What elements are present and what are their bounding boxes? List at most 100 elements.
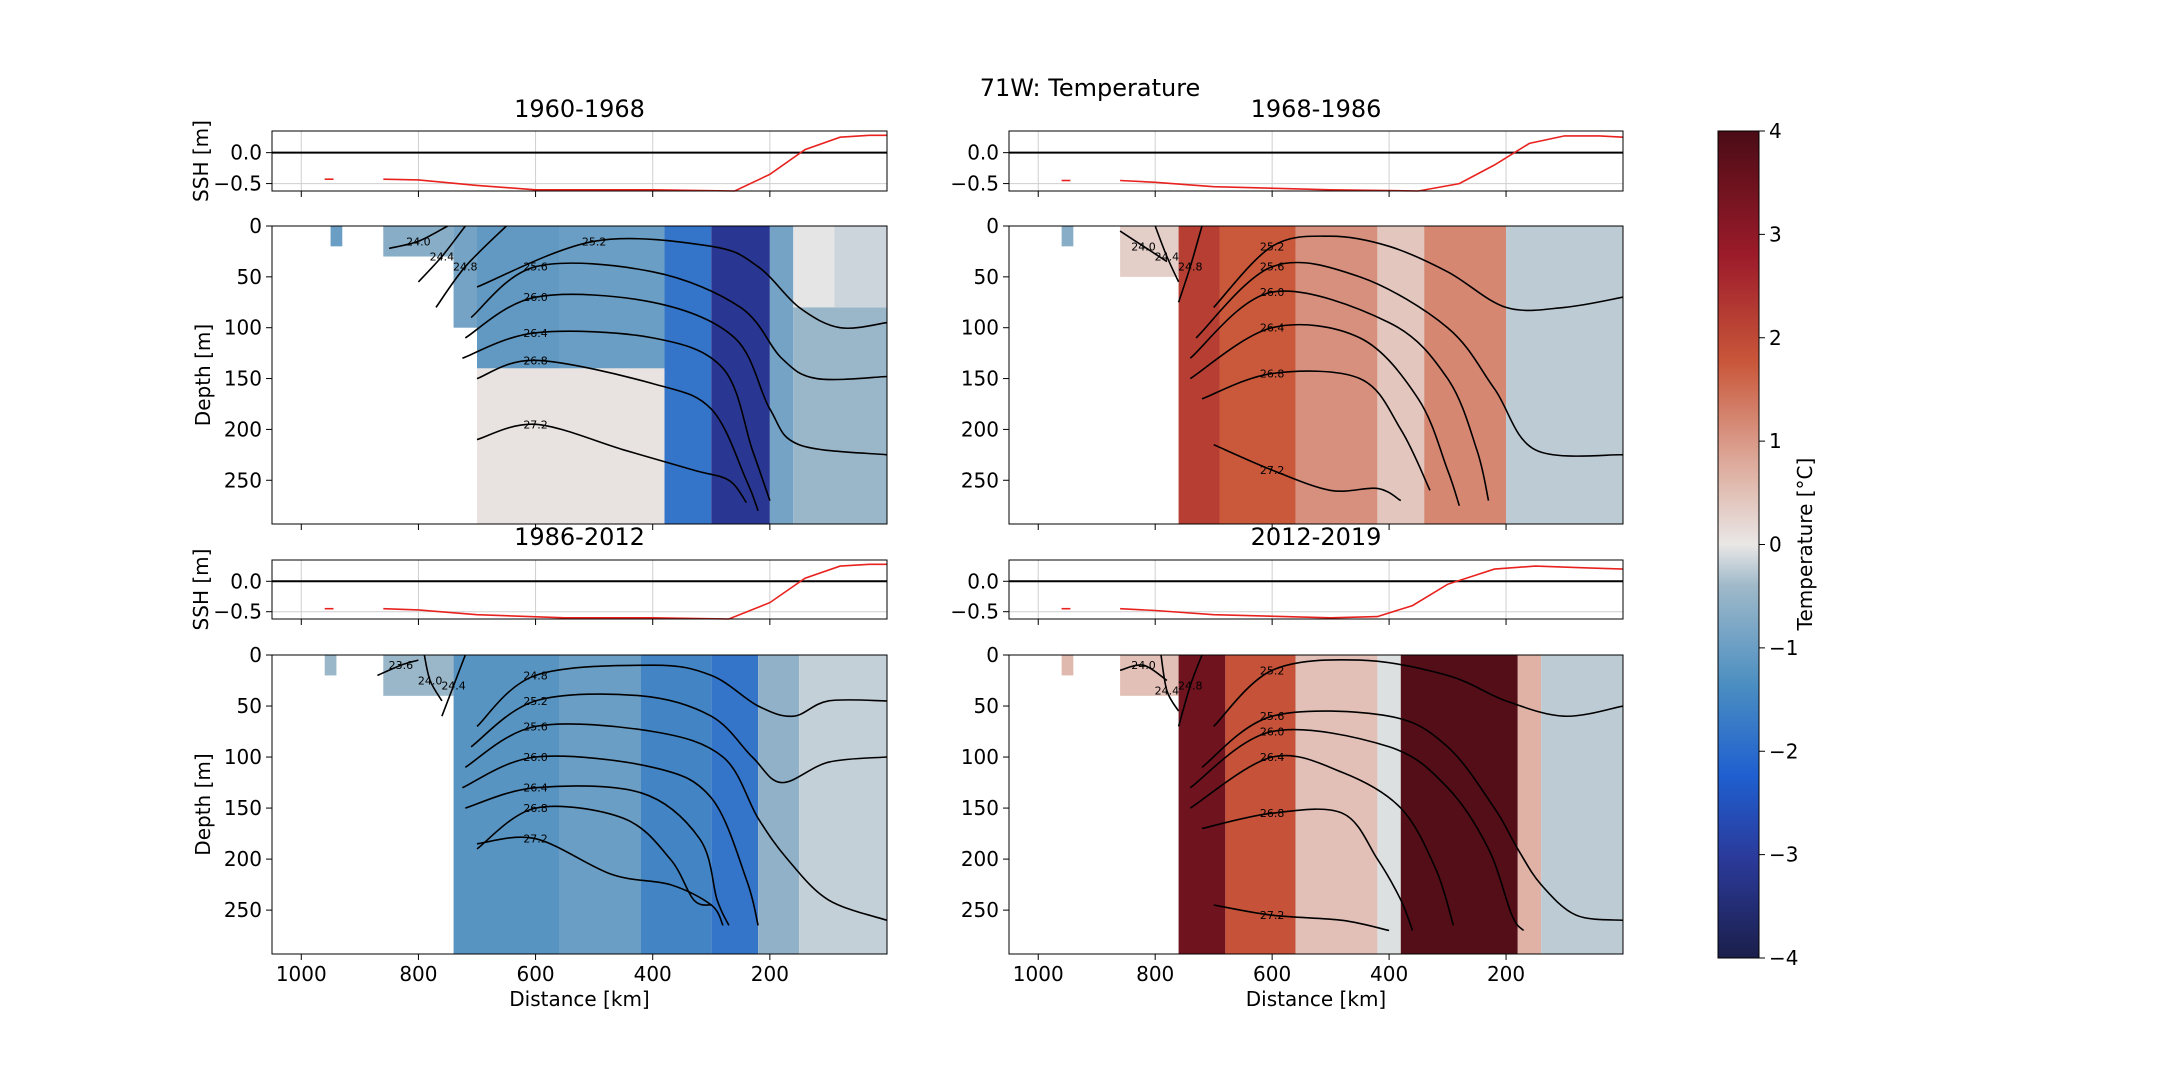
contour-label: 25.6 — [523, 720, 548, 733]
contour-line — [1154, 226, 1180, 283]
isopycnal-contours: 23.6 24.024.4 24.8 25.2 25.6 26.0 26.4 26.8 27.2 — [377, 655, 887, 926]
temperature-field — [1061, 655, 1623, 954]
depth-tick-label: 250 — [961, 468, 999, 492]
depth-tick-label: 100 — [961, 316, 999, 340]
temperature-cell — [793, 226, 835, 308]
section-frame — [271, 654, 888, 955]
temperature-cell — [477, 368, 665, 524]
contour-label: 25.6 — [1260, 710, 1285, 723]
contour-label: 26.8 — [1260, 367, 1285, 380]
panel-title: 1960-1968 — [514, 95, 645, 123]
contour-line — [476, 423, 748, 504]
contour-line — [1177, 655, 1203, 727]
contour-line — [462, 755, 759, 926]
depth-tick-label: 50 — [974, 265, 999, 289]
contour-label: 25.2 — [1260, 240, 1285, 253]
panel-title: 1968-1986 — [1251, 95, 1382, 123]
panel-title: 2012-2019 — [1251, 523, 1382, 551]
colorbar-tick-label: −4 — [1769, 946, 1798, 970]
contour-line — [1160, 655, 1180, 712]
ssh-ylabel: SSH [m] — [189, 120, 213, 202]
ssh-subplot: 0.0 −0.5 — [950, 559, 1624, 625]
depth-tick-label: 0 — [986, 214, 999, 238]
ssh-ytick-label: −0.5 — [950, 172, 999, 196]
ssh-line — [383, 563, 887, 620]
temperature-cell — [793, 307, 887, 524]
isopycnal-contours: 24.0 24.424.8 25.2 25.6 26.0 26.4 26.8 27.2 — [388, 226, 887, 512]
ssh-ytick-label: 0.0 — [230, 141, 262, 165]
contour-label: 24.0 — [1131, 659, 1156, 672]
contour-label: 24.8 — [1178, 680, 1203, 693]
depth-tick-label: 150 — [961, 367, 999, 391]
temperature-field — [324, 655, 887, 954]
temperature-cell — [799, 655, 887, 954]
colorbar-tick-label: −2 — [1769, 739, 1798, 763]
contour-label: 27.2 — [1260, 464, 1285, 477]
temperature-cell — [1120, 655, 1179, 696]
colorbar: 4 3 2 1 0 −1 −2 −3 −4 Temperature [°C] — [1717, 119, 1817, 970]
depth-tick-label: 150 — [224, 796, 262, 820]
contour-label: 24.8 — [1178, 261, 1203, 274]
colorbar-tick-label: 2 — [1769, 326, 1782, 350]
contour-label: 24.0 — [1131, 240, 1156, 253]
contour-label: 25.2 — [523, 695, 548, 708]
x-tick-label: 200 — [1487, 962, 1525, 986]
contour-label: 25.6 — [1260, 261, 1285, 274]
contour-label: 24.8 — [523, 669, 548, 682]
ssh-ytick-label: −0.5 — [213, 600, 262, 624]
colorbar-bar — [1717, 130, 1760, 959]
contour-line — [476, 359, 759, 512]
panel-4: 2012-2019 0.0 −0.5 24.0 24.424.8 25.2 25.6 26.0… — [950, 523, 1624, 1011]
contour-label: 24.4 — [1155, 685, 1180, 698]
temperature-cell — [1295, 655, 1378, 954]
contour-line — [470, 262, 887, 381]
depth-tick-label: 150 — [224, 367, 262, 391]
temperature-cell — [1178, 226, 1220, 524]
contour-line — [423, 655, 443, 702]
section-frame — [271, 225, 888, 525]
contour-line — [470, 693, 887, 784]
temperature-cell — [1506, 226, 1623, 524]
temperature-section: 24.0 24.424.8 25.2 25.6 26.0 26.4 26.8 27.2 0 50 1… — [191, 214, 888, 530]
depth-ylabel: Depth [m] — [191, 324, 215, 426]
contour-label: 24.4 — [441, 680, 466, 693]
section-frame — [1008, 225, 1624, 525]
depth-tick-label: 100 — [961, 745, 999, 769]
colorbar-ticks: 4 3 2 1 0 −1 −2 −3 −4 — [1759, 119, 1798, 970]
depth-tick-label: 200 — [224, 847, 262, 871]
colorbar-tick-label: 3 — [1769, 222, 1782, 246]
ssh-ytick-label: −0.5 — [950, 600, 999, 624]
colorbar-tick-label: 0 — [1769, 533, 1782, 557]
depth-tick-label: 250 — [224, 898, 262, 922]
depth-tick-label: 150 — [961, 796, 999, 820]
contour-label: 26.0 — [523, 751, 548, 764]
x-axis-label: Distance [km] — [1246, 987, 1386, 1011]
temperature-cell — [1120, 226, 1179, 277]
contour-line — [1201, 710, 1623, 922]
temperature-cell — [1541, 655, 1623, 954]
temperature-cell — [1061, 655, 1074, 676]
contour-line — [1189, 754, 1455, 926]
temperature-cell — [1377, 655, 1401, 954]
contour-line — [1119, 230, 1168, 263]
depth-tick-label: 250 — [224, 468, 262, 492]
temperature-field — [330, 226, 887, 524]
contour-line — [462, 330, 771, 501]
ssh-frame — [271, 559, 888, 620]
temperature-cell — [1424, 226, 1507, 524]
contour-line — [476, 805, 712, 906]
colorbar-tick-label: 1 — [1769, 429, 1782, 453]
x-tick-label: 800 — [1136, 962, 1174, 986]
panel-2: 1968-1986 0.0 −0.5 24.024.424.8 25.2 25.6 26.0… — [950, 95, 1624, 530]
depth-tick-label: 50 — [237, 265, 262, 289]
ssh-frame — [1008, 559, 1624, 620]
temperature-section: 23.6 24.024.4 24.8 25.2 25.6 26.0 26.4 26.8 27.2… — [191, 643, 888, 1011]
ssh-line — [1120, 135, 1624, 192]
contour-label: 26.8 — [1260, 807, 1285, 820]
contour-line — [1189, 728, 1525, 932]
contour-label: 27.2 — [523, 833, 548, 846]
temperature-cell — [330, 226, 343, 247]
temperature-cell — [324, 655, 337, 676]
ssh-ytick-label: 0.0 — [230, 569, 262, 593]
